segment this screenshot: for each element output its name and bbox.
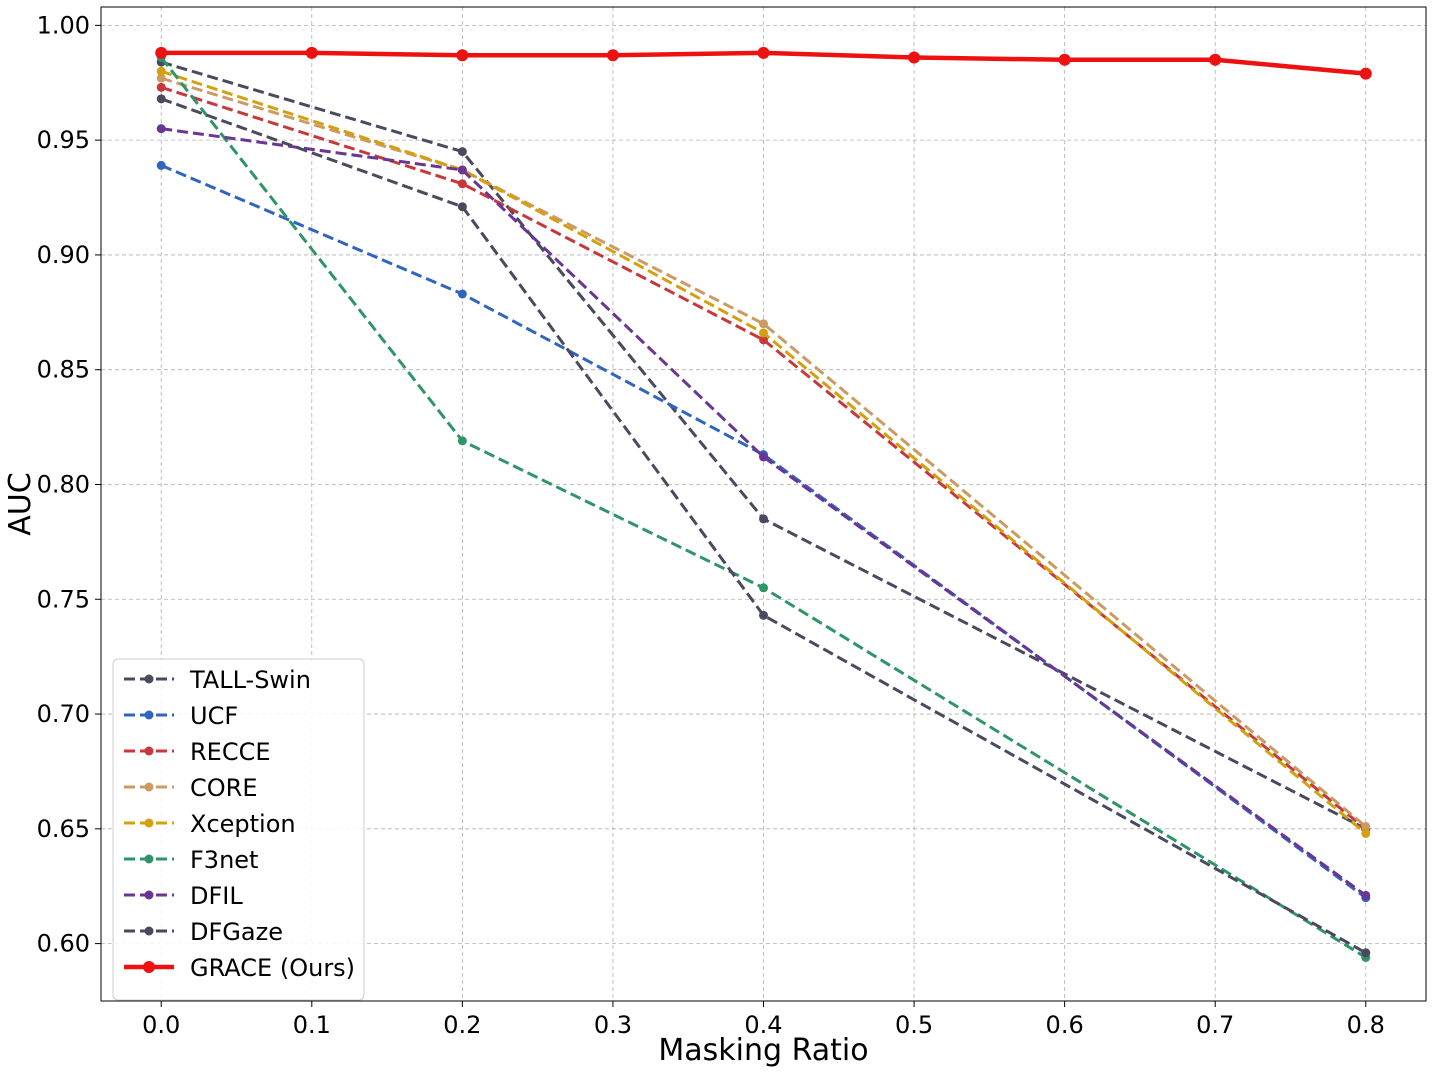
data-point-grace-ours — [1058, 53, 1071, 66]
legend-label-dfgaze: DFGaze — [190, 918, 283, 946]
legend-marker-xception — [144, 818, 154, 828]
legend-marker-recce — [144, 746, 154, 756]
legend-label-grace-ours: GRACE (Ours) — [190, 954, 355, 982]
y-tick-label: 0.80 — [37, 470, 90, 498]
x-tick-label: 0.8 — [1347, 1011, 1385, 1039]
data-point-xception — [156, 66, 166, 76]
y-tick-label: 0.60 — [37, 930, 90, 958]
data-point-grace-ours — [1209, 53, 1222, 66]
y-tick-label: 0.90 — [37, 241, 90, 269]
series-layer — [155, 46, 1372, 962]
legend-marker-dfil — [144, 890, 154, 900]
series-dfil — [156, 124, 1371, 900]
data-point-dfgaze — [759, 610, 768, 620]
y-tick-label: 0.75 — [37, 585, 90, 613]
y-tick-label: 0.70 — [37, 700, 90, 728]
data-point-grace-ours — [606, 49, 619, 62]
data-point-grace-ours — [155, 46, 168, 59]
x-tick-label: 0.7 — [1196, 1011, 1234, 1039]
data-point-grace-ours — [456, 49, 469, 62]
data-point-ucf — [156, 160, 166, 170]
y-tick-label: 0.65 — [37, 815, 90, 843]
x-tick-label: 0.6 — [1046, 1011, 1084, 1039]
data-point-recce — [759, 335, 768, 345]
y-tick-label: 1.00 — [37, 11, 90, 39]
x-axis-ticks: 0.0 0.1 0.2 0.3 0.4 0.5 0.6 0.7 0.8 — [142, 1001, 1385, 1039]
data-point-grace-ours — [757, 46, 770, 59]
data-point-dfgaze — [1361, 948, 1371, 958]
data-point-core — [759, 319, 768, 329]
y-tick-label: 0.85 — [37, 356, 90, 384]
series-line-f3net — [160, 56, 1367, 959]
legend-label-ucf: UCF — [190, 702, 238, 730]
series-line-tall-swin — [160, 60, 1367, 831]
x-tick-label: 0.1 — [293, 1011, 331, 1039]
series-line-xception — [160, 69, 1367, 835]
series-line-recce — [160, 85, 1367, 830]
data-point-grace-ours — [305, 46, 318, 59]
data-point-core — [1361, 822, 1371, 832]
data-point-core — [156, 73, 166, 83]
legend-marker-ucf — [144, 710, 154, 720]
legend-label-dfil: DFIL — [190, 882, 243, 910]
legend-label-core: CORE — [190, 774, 258, 802]
legend-marker-core — [144, 782, 154, 792]
x-tick-label: 0.3 — [594, 1011, 632, 1039]
legend: TALL-Swin UCF RECCE CORE Xception F3net DFIL DF… — [112, 658, 365, 1001]
data-point-f3net — [457, 436, 467, 446]
legend-marker-f3net — [144, 854, 154, 864]
data-point-recce — [457, 179, 467, 189]
series-grace-ours — [155, 46, 1372, 80]
y-axis-ticks: 0.60 0.65 0.70 0.75 0.80 0.85 0.90 0.95 1.00 — [37, 11, 101, 958]
legend-marker-grace-ours — [143, 961, 155, 973]
x-axis-label: Masking Ratio — [658, 1033, 868, 1068]
series-dfgaze — [156, 94, 1371, 958]
x-tick-label: 0.0 — [142, 1011, 180, 1039]
legend-label-recce: RECCE — [190, 738, 271, 766]
y-tick-label: 0.95 — [37, 126, 90, 154]
data-point-dfgaze — [156, 94, 166, 104]
data-point-recce — [156, 82, 166, 92]
x-tick-label: 0.4 — [744, 1011, 782, 1039]
series-line-core — [160, 76, 1367, 828]
data-point-xception — [759, 328, 768, 338]
data-point-dfil — [1361, 890, 1371, 900]
legend-box — [112, 658, 365, 1001]
legend-label-xception: Xception — [190, 810, 296, 838]
data-point-tall-swin — [759, 514, 768, 524]
x-tick-label: 0.5 — [895, 1011, 933, 1039]
data-point-tall-swin — [457, 147, 467, 157]
data-point-dfil — [156, 124, 166, 134]
data-point-grace-ours — [908, 51, 921, 64]
legend-marker-dfgaze — [144, 926, 154, 936]
x-tick-label: 0.2 — [443, 1011, 481, 1039]
data-point-grace-ours — [1359, 67, 1372, 80]
legend-label-f3net: F3net — [190, 846, 258, 874]
legend-marker-tall-swin — [144, 674, 154, 684]
data-point-dfgaze — [457, 202, 467, 212]
data-point-f3net — [759, 583, 768, 593]
data-point-dfil — [759, 452, 768, 462]
y-axis-label: AUC — [3, 472, 38, 535]
series-line-dfil — [161, 127, 1367, 897]
data-point-ucf — [457, 289, 467, 299]
series-line-dfgaze — [160, 97, 1367, 955]
legend-label-tall-swin: TALL-Swin — [189, 666, 311, 694]
data-point-xception — [1361, 828, 1371, 838]
data-point-dfil — [457, 165, 467, 175]
